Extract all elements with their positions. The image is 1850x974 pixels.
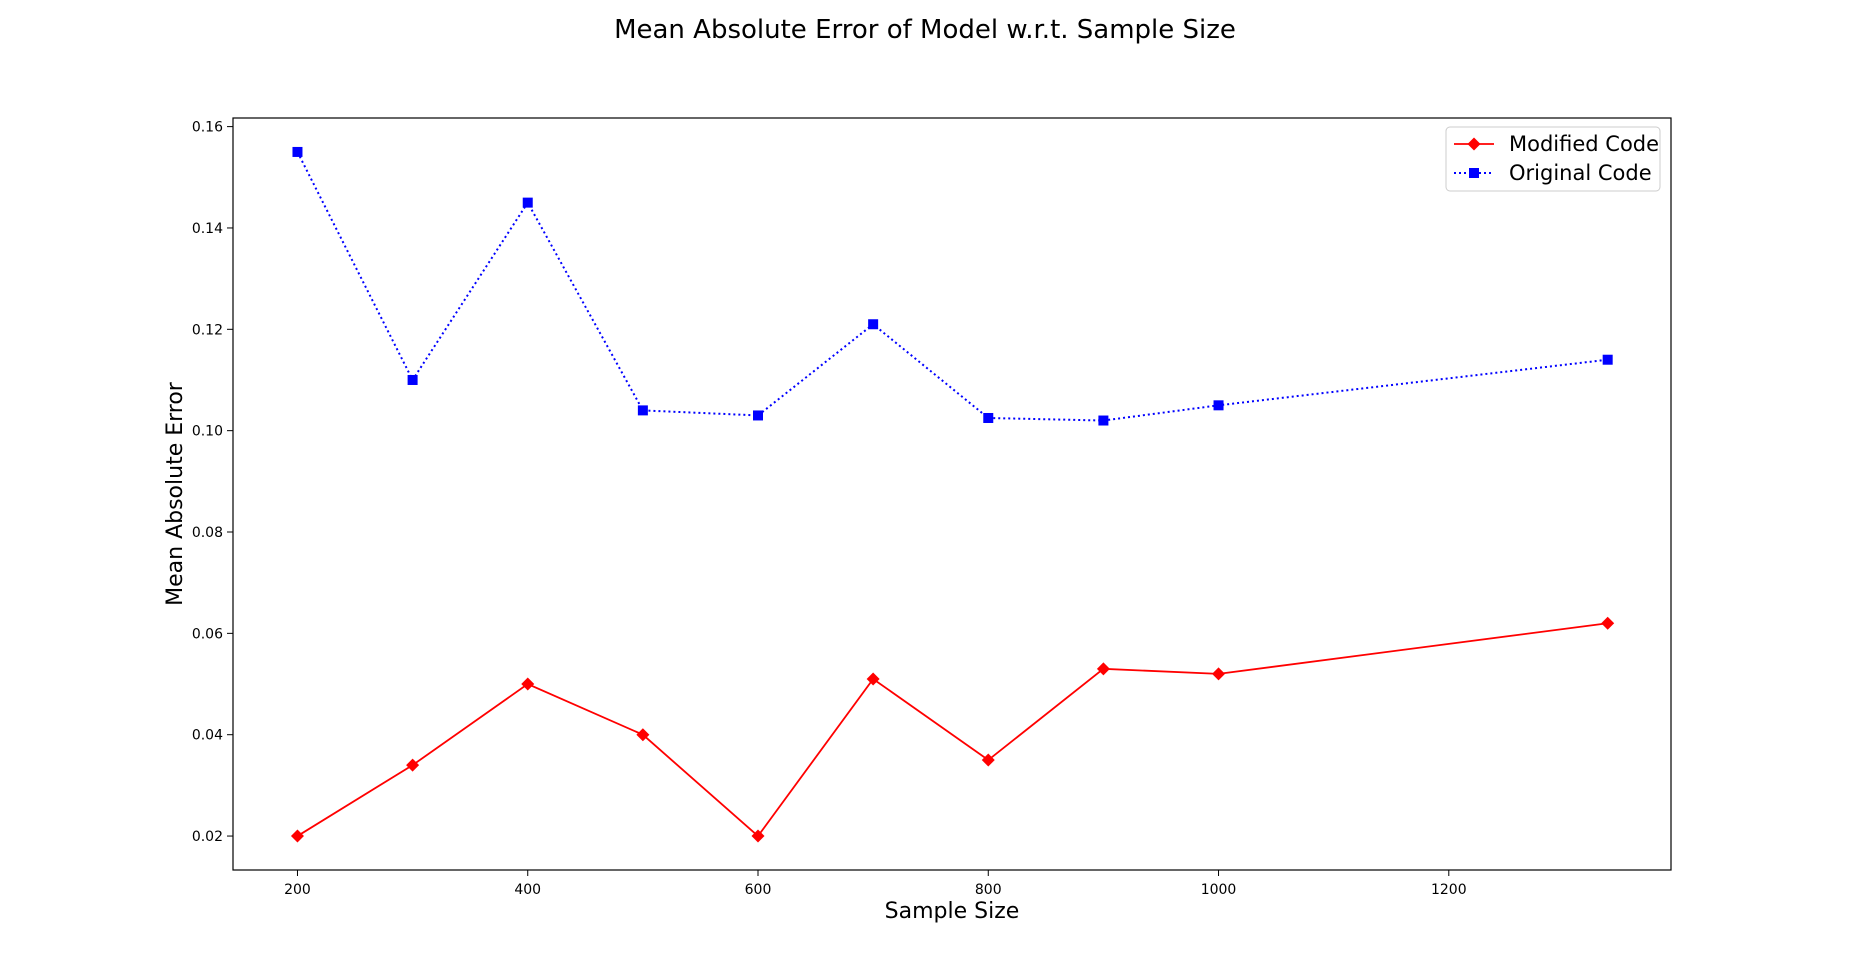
legend-frame (1445, 126, 1661, 192)
legend-item: Modified Code (1454, 132, 1659, 156)
legend-item: Original Code (1454, 161, 1652, 185)
data-point (637, 405, 648, 416)
data-point (1213, 400, 1224, 411)
data-point (1212, 667, 1226, 681)
data-point (866, 672, 880, 686)
chart-title: Mean Absolute Error of Model w.r.t. Samp… (614, 15, 1236, 45)
data-point (983, 412, 994, 423)
series-0 (290, 616, 1615, 843)
data-point (981, 753, 995, 767)
x-tick-label: 600 (745, 882, 772, 898)
data-point (290, 829, 304, 843)
data-point (406, 758, 420, 772)
y-tick-label: 0.16 (192, 120, 223, 136)
data-point (1602, 354, 1613, 365)
data-point (1601, 616, 1615, 630)
series-line (297, 622, 1608, 838)
legend-label: Modified Code (1509, 132, 1659, 156)
data-point (292, 146, 303, 157)
y-tick-label: 0.12 (192, 322, 223, 338)
y-tick-label: 0.08 (192, 525, 223, 541)
x-tick-label: 200 (284, 882, 311, 898)
y-tick-label: 0.06 (192, 626, 223, 642)
legend-marker (1467, 137, 1481, 151)
x-axis-label: Sample Size (885, 899, 1020, 924)
legend-label: Original Code (1509, 161, 1652, 185)
data-point (1096, 662, 1110, 676)
x-tick-label: 1000 (1201, 882, 1237, 898)
y-tick-label: 0.14 (192, 221, 223, 237)
legend-marker (1469, 168, 1479, 178)
x-tick-label: 1200 (1431, 882, 1467, 898)
data-point (521, 677, 535, 691)
data-point (753, 410, 764, 421)
data-point (1098, 415, 1109, 426)
data-point (868, 319, 879, 330)
legend: Modified Code Original Code (1445, 126, 1661, 192)
x-axis: 200 400 600 800 1000 1200 (284, 870, 1467, 898)
x-tick-label: 400 (514, 882, 541, 898)
data-point (522, 197, 533, 208)
data-point (636, 728, 650, 742)
x-tick-label: 800 (975, 882, 1002, 898)
y-tick-label: 0.02 (192, 829, 223, 845)
y-tick-label: 0.04 (192, 728, 223, 744)
plot-frame (232, 117, 1672, 871)
y-axis-label: Mean Absolute Error (163, 381, 188, 606)
data-point (407, 374, 418, 385)
y-tick-label: 0.10 (192, 424, 223, 440)
data-point (751, 829, 765, 843)
plot-area (290, 146, 1615, 843)
y-axis: 0.02 0.04 0.06 0.08 0.10 0.12 0.14 0.16 (192, 120, 233, 845)
series-line (296, 151, 1608, 422)
series-1 (292, 146, 1613, 426)
